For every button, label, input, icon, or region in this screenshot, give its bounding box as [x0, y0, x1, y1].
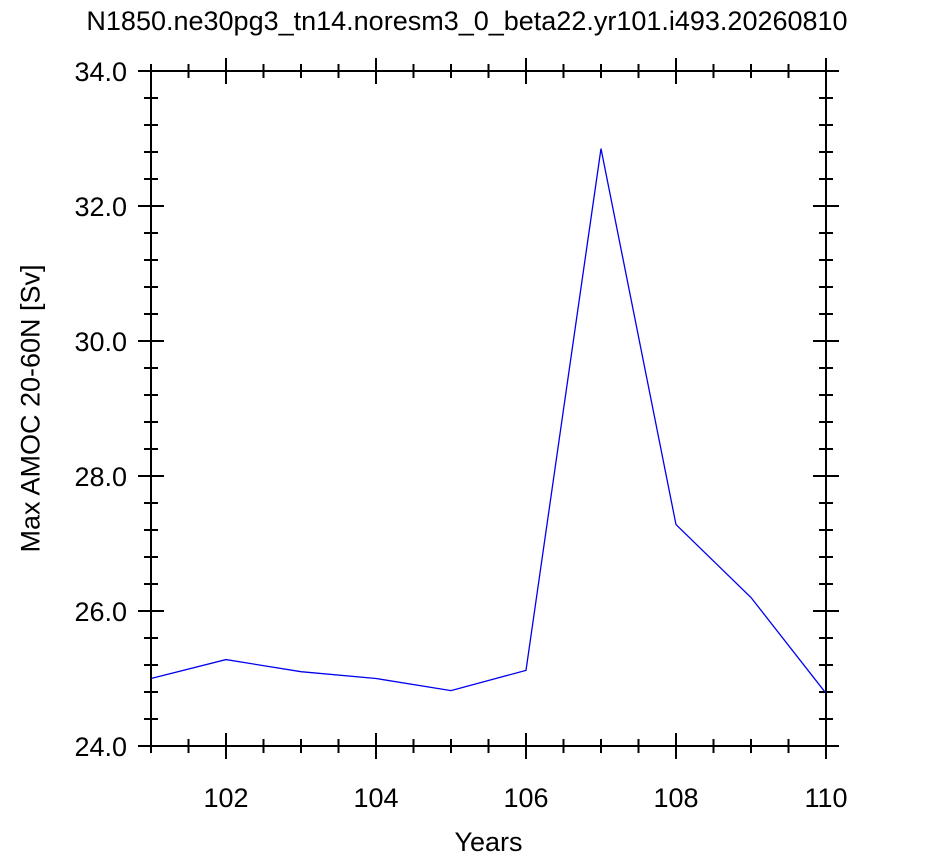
y-tick-label: 34.0: [74, 57, 127, 87]
axis-tick-labels: 102 104 106 108 110 24.0 26.0 28.0 30.0 32.0 34.0: [74, 57, 847, 813]
y-tick-label: 24.0: [74, 732, 127, 762]
y-tick-label: 32.0: [74, 192, 127, 222]
x-tick-label: 108: [653, 783, 698, 813]
y-tick-label: 30.0: [74, 327, 127, 357]
x-tick-label: 104: [353, 783, 398, 813]
y-tick-label: 26.0: [74, 597, 127, 627]
x-tick-label: 110: [804, 783, 847, 813]
chart-title: N1850.ne30pg3_tn14.noresm3_0_beta22.yr10…: [86, 6, 847, 36]
y-axis-label: Max AMOC 20-60N [Sv]: [15, 264, 45, 552]
x-tick-label: 106: [503, 783, 548, 813]
plot-frame: [150, 70, 827, 747]
x-tick-label: 102: [203, 783, 248, 813]
series-line-max-amoc: [150, 148, 827, 694]
x-axis-label: Years: [454, 827, 522, 857]
axis-ticks: [138, 58, 839, 759]
y-tick-label: 28.0: [74, 462, 127, 492]
